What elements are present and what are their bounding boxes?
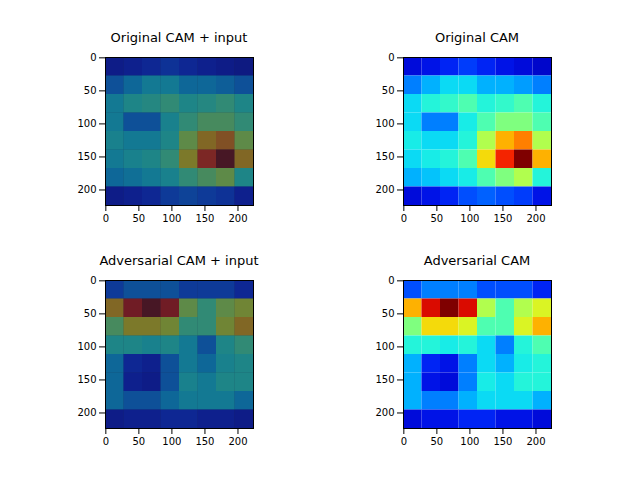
- svg-text:150: 150: [493, 436, 512, 447]
- svg-text:0: 0: [388, 52, 394, 63]
- svg-text:50: 50: [84, 308, 97, 319]
- svg-text:100: 100: [375, 118, 394, 129]
- html-text:Original CAM + input: Original CAM + input: [110, 30, 248, 45]
- html-text:Original CAM: Original CAM: [434, 30, 520, 45]
- svg-text:200: 200: [375, 184, 394, 195]
- svg-text:100: 100: [375, 341, 394, 352]
- svg-text:100: 100: [77, 118, 96, 129]
- svg-text:100: 100: [77, 341, 96, 352]
- svg-text:150: 150: [77, 151, 96, 162]
- svg-text:150: 150: [493, 213, 512, 224]
- svg-text:150: 150: [195, 213, 214, 224]
- svg-text:0: 0: [103, 213, 109, 224]
- svg-text:50: 50: [132, 213, 145, 224]
- svg-text:200: 200: [77, 184, 96, 195]
- svg-text:50: 50: [430, 213, 443, 224]
- svg-text:50: 50: [382, 85, 395, 96]
- svg-text:0: 0: [90, 275, 96, 286]
- svg-text:150: 150: [195, 436, 214, 447]
- svg-text:100: 100: [460, 436, 479, 447]
- svg-text:150: 150: [77, 374, 96, 385]
- svg-text:0: 0: [90, 52, 96, 63]
- svg-text:200: 200: [228, 213, 247, 224]
- svg-text:0: 0: [103, 436, 109, 447]
- svg-text:50: 50: [132, 436, 145, 447]
- svg-text:50: 50: [382, 308, 395, 319]
- html-text:Adversarial CAM: Adversarial CAM: [423, 253, 531, 268]
- svg-text:50: 50: [84, 85, 97, 96]
- svg-text:200: 200: [375, 407, 394, 418]
- svg-text:100: 100: [162, 213, 181, 224]
- svg-text:200: 200: [526, 436, 545, 447]
- svg-text:150: 150: [375, 151, 394, 162]
- svg-text:200: 200: [228, 436, 247, 447]
- svg-text:0: 0: [401, 213, 407, 224]
- svg-text:150: 150: [375, 374, 394, 385]
- svg-text:200: 200: [77, 407, 96, 418]
- svg-text:100: 100: [460, 213, 479, 224]
- html-text:Adversarial CAM + input: Adversarial CAM + input: [99, 253, 259, 268]
- svg-text:0: 0: [388, 275, 394, 286]
- svg-text:50: 50: [430, 436, 443, 447]
- svg-text:0: 0: [401, 436, 407, 447]
- svg-text:100: 100: [162, 436, 181, 447]
- svg-text:200: 200: [526, 213, 545, 224]
